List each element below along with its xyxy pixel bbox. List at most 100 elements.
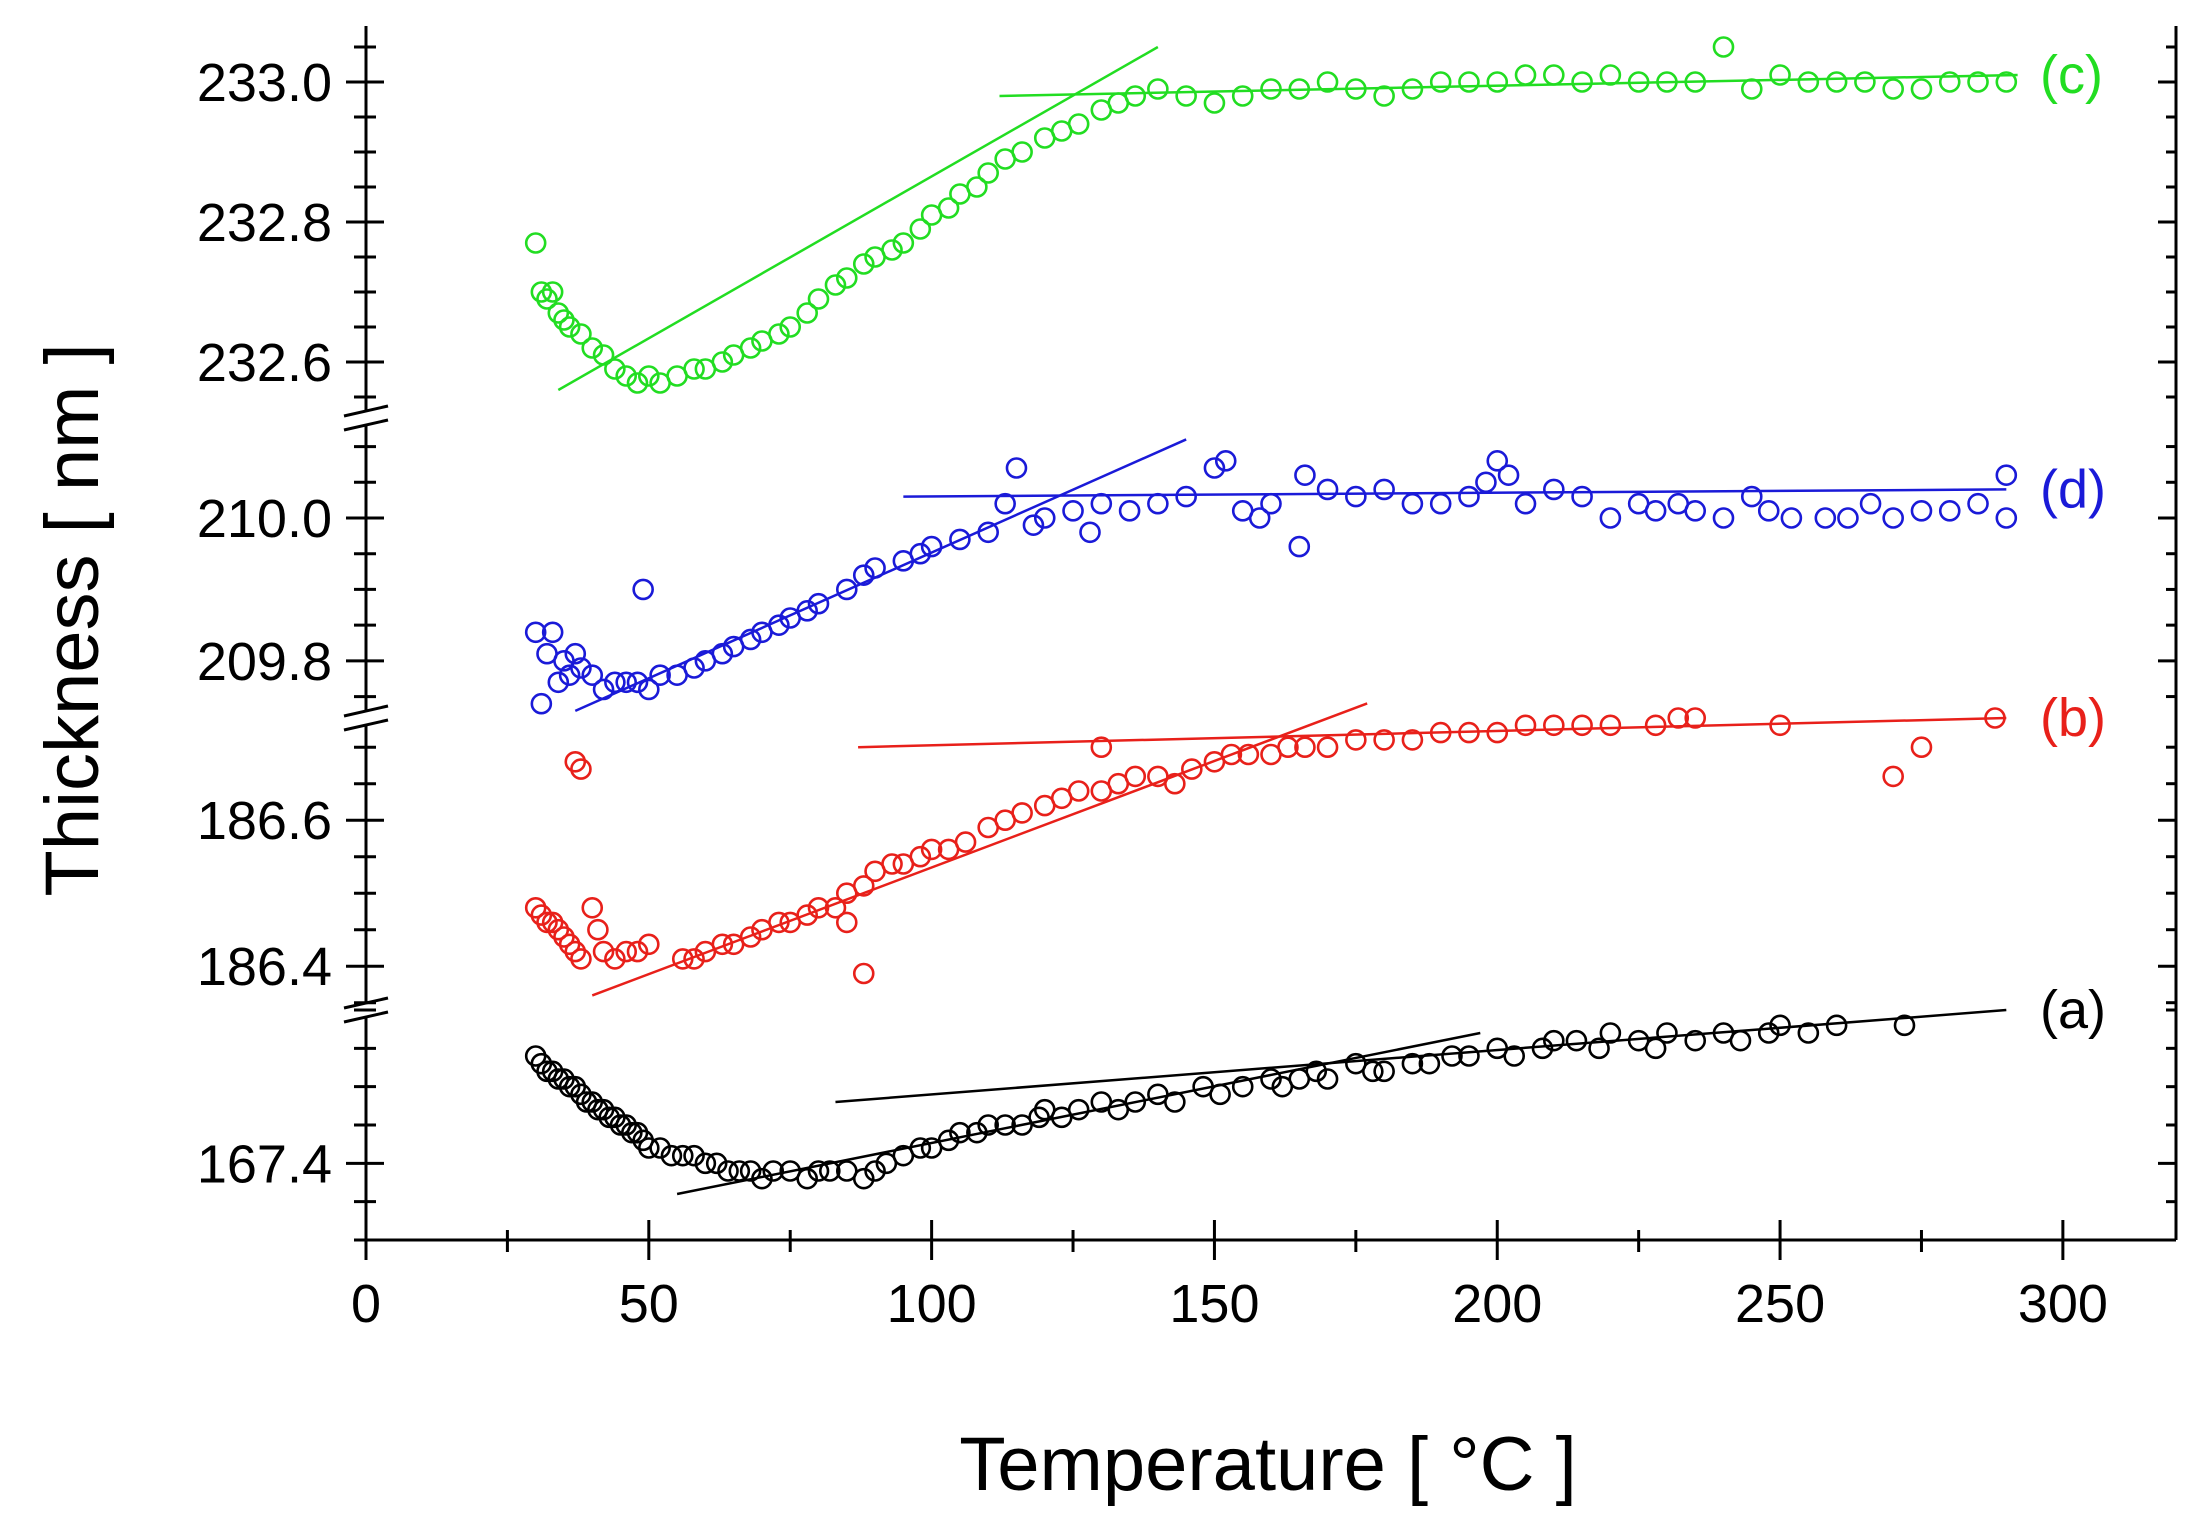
- data-point-d: [994, 492, 1016, 515]
- data-point-d: [1118, 500, 1141, 522]
- data-point-b: [1984, 707, 2006, 729]
- data-point-c: [1175, 85, 1197, 107]
- data-point-c: [581, 337, 604, 359]
- data-point-a: [705, 1152, 728, 1175]
- data-point-d: [1062, 500, 1084, 522]
- data-point-d: [1475, 471, 1497, 494]
- data-point-c: [1067, 113, 1090, 135]
- data-point-b: [683, 948, 705, 970]
- data-point-a: [1599, 1022, 1622, 1044]
- data-point-c: [1514, 64, 1537, 86]
- data-point-c: [1938, 71, 1961, 93]
- data-point-d: [1175, 485, 1197, 508]
- data-point-b: [1644, 714, 1667, 737]
- data-point-d: [570, 657, 592, 679]
- data-point-c: [1967, 71, 1989, 93]
- x-tick-label: 100: [887, 1274, 977, 1334]
- data-point-c: [1373, 85, 1395, 107]
- data-point-a: [683, 1144, 705, 1167]
- data-point-b: [711, 933, 734, 956]
- data-point-c: [937, 197, 960, 219]
- data-point-a: [1769, 1014, 1791, 1037]
- data-point-a: [1797, 1022, 1820, 1044]
- data-point-b: [1769, 714, 1791, 737]
- data-point-b: [1124, 765, 1147, 788]
- data-point-c: [1627, 71, 1650, 93]
- data-point-c: [592, 344, 615, 366]
- data-point-b: [739, 926, 762, 948]
- y-tick-label: 233.0: [197, 53, 332, 113]
- data-point-c: [1543, 64, 1565, 86]
- data-point-b: [1090, 736, 1113, 759]
- data-point-d: [1033, 507, 1056, 529]
- data-point-b: [824, 896, 847, 919]
- data-point-d: [524, 621, 547, 644]
- data-point-b: [796, 904, 818, 926]
- data-point-b: [1373, 729, 1395, 751]
- data-point-c: [1011, 141, 1033, 163]
- y-tick-label: 186.6: [197, 791, 332, 851]
- data-point-c: [1797, 71, 1820, 93]
- data-point-d: [547, 671, 570, 694]
- data-point-c: [615, 365, 637, 387]
- data-points: [524, 36, 2018, 1190]
- data-point-b: [1599, 714, 1622, 737]
- y-tick-label: 210.0: [197, 489, 332, 549]
- axis-break-mark: [343, 404, 389, 418]
- data-point-b: [626, 940, 649, 963]
- data-point-a: [621, 1121, 643, 1144]
- data-point-c: [558, 316, 581, 338]
- data-point-d: [768, 614, 790, 636]
- data-point-c: [638, 365, 660, 387]
- labels: (a) (b) (d) (c): [2040, 45, 2106, 1040]
- data-point-a: [1441, 1045, 1463, 1067]
- data-point-a: [558, 1075, 581, 1098]
- data-point-d: [1859, 492, 1882, 515]
- data-point-a: [717, 1160, 739, 1182]
- data-point-a: [807, 1160, 830, 1182]
- y-tick-label: 167.4: [197, 1134, 332, 1194]
- data-point-a: [1401, 1052, 1424, 1075]
- data-point-d: [1757, 500, 1780, 522]
- data-point-c: [1288, 78, 1311, 100]
- fit-lines: [557, 45, 2018, 1196]
- data-point-c: [1684, 71, 1707, 93]
- fit-line-a: [676, 1031, 1481, 1196]
- data-point-d: [1248, 507, 1271, 529]
- axis-break-mark: [343, 704, 389, 718]
- y-tick-label: 232.8: [197, 193, 332, 253]
- data-point-a: [1825, 1014, 1848, 1037]
- data-point-c: [966, 176, 988, 198]
- data-point-a: [1373, 1060, 1395, 1083]
- data-point-c: [541, 281, 564, 303]
- data-point-b: [1684, 707, 1707, 729]
- data-point-d: [909, 542, 932, 565]
- data-point-d: [1780, 507, 1803, 529]
- data-point-a: [660, 1144, 683, 1167]
- data-point-a: [1124, 1091, 1147, 1113]
- data-point-d: [604, 671, 626, 694]
- data-point-c: [570, 323, 592, 345]
- data-point-a: [1164, 1091, 1186, 1113]
- series-label-a: (a): [2040, 980, 2106, 1040]
- data-point-d: [1214, 450, 1237, 472]
- data-point-b: [881, 853, 903, 875]
- data-point-d: [796, 600, 818, 622]
- data-point-d: [1938, 500, 1961, 522]
- data-point-b: [1237, 743, 1260, 766]
- data-point-d: [852, 564, 875, 586]
- data-point-b: [835, 911, 858, 934]
- data-point-b: [581, 896, 604, 919]
- data-point-d: [1814, 507, 1837, 529]
- data-point-a: [1260, 1068, 1282, 1090]
- data-point-a: [909, 1137, 932, 1159]
- data-point-c: [683, 358, 705, 380]
- data-point-d: [626, 671, 649, 694]
- data-point-d: [949, 528, 971, 551]
- axes-frame: [343, 26, 2178, 1242]
- y-tick-label: 186.4: [197, 937, 332, 997]
- data-point-a: [1503, 1045, 1526, 1067]
- data-point-a: [1067, 1098, 1090, 1121]
- data-point-b: [1345, 729, 1367, 751]
